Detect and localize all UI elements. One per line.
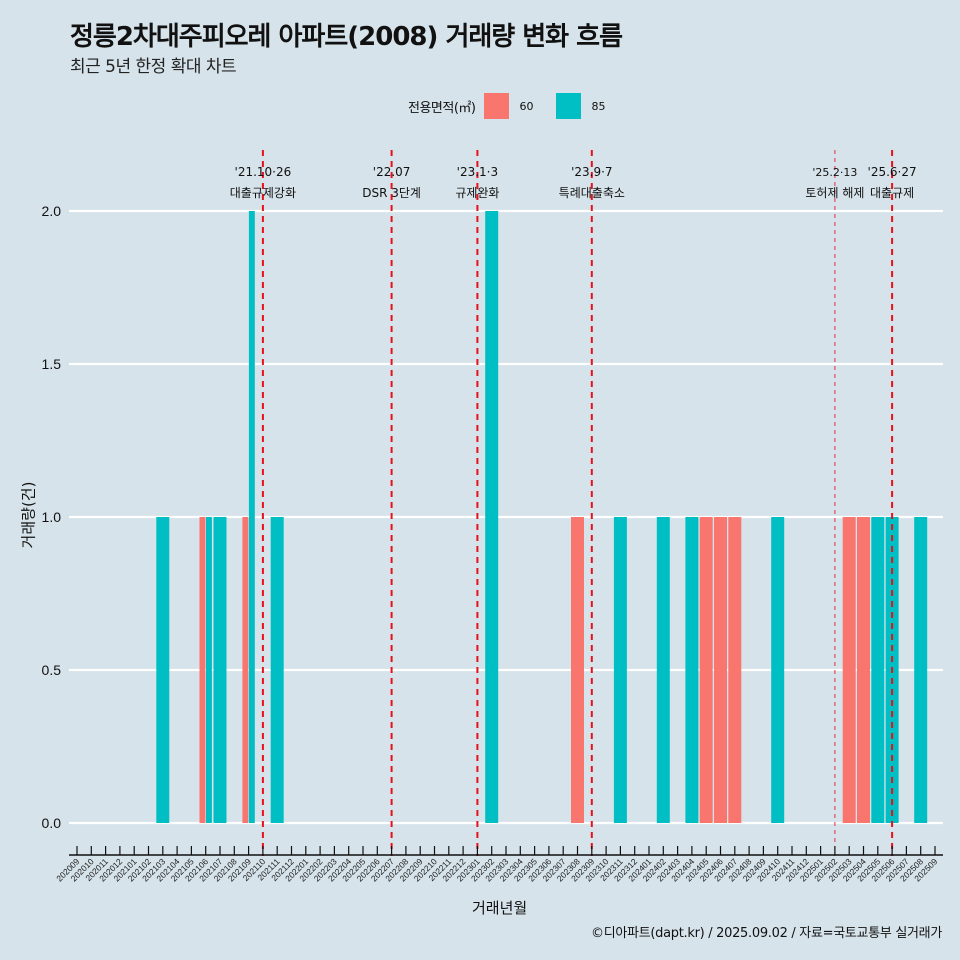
event-date-label: '21.10·26: [235, 165, 292, 179]
y-tick-label: 1.0: [42, 509, 62, 525]
bar-60-202406: [714, 517, 727, 823]
chart-subtitle: 최근 5년 한정 확대 차트: [70, 57, 237, 77]
x-axis-label: 거래년월: [472, 899, 528, 917]
y-tick-label: 0.5: [42, 662, 62, 678]
bar-85-202106: [206, 517, 212, 823]
y-tick-label: 0.0: [42, 815, 62, 831]
bar-60-202106: [199, 517, 206, 823]
bar-85-202107: [213, 517, 227, 823]
y-tick-label: 2.0: [42, 203, 62, 219]
event-name-label: 특례대출축소: [559, 186, 625, 200]
bar-85-202505: [871, 517, 885, 823]
bar-60-202109: [242, 517, 249, 823]
event-date-label: '23.9·7: [571, 165, 612, 179]
event-date-label: '22.07: [373, 165, 411, 179]
event-name-label: 토허제 해제: [805, 186, 864, 200]
legend-title: 전용면적(㎡): [408, 100, 476, 116]
bar-60-202407: [728, 517, 742, 823]
bar-85-202508: [914, 517, 928, 823]
legend: 전용면적(㎡) 60 85: [408, 93, 628, 119]
bar-60-202504: [857, 517, 870, 823]
y-tick-label: 1.5: [42, 356, 62, 372]
chart-title: 정릉2차대주피오레 아파트(2008) 거래량 변화 흐름: [70, 22, 623, 52]
bar-60-202308: [571, 517, 584, 823]
bar-85-202103: [156, 517, 170, 823]
event-date-label: '25.2·13: [812, 166, 857, 179]
y-axis-label: 거래량(건): [19, 481, 38, 549]
bar-85-202404: [685, 517, 699, 823]
bar-85-202410: [771, 517, 785, 823]
legend-key-85: [556, 93, 582, 119]
source-caption: ©디아파트(dapt.kr) / 2025.09.02 / 자료=국토교통부 실…: [591, 926, 942, 941]
event-name-label: DSR 3단계: [362, 186, 421, 200]
event-name-label: 대출규제강화: [230, 186, 296, 200]
bar-85-202302: [485, 211, 499, 823]
legend-label-60: 60: [519, 99, 534, 113]
event-name-label: 규제완화: [455, 186, 499, 200]
event-date-label: '25.6·27: [868, 165, 917, 179]
bar-60-202405: [699, 517, 713, 823]
bar-85-202109: [248, 211, 255, 823]
event-name-label: 대출규제: [870, 186, 914, 200]
bar-85-202402: [656, 517, 670, 823]
event-date-label: '23.1·3: [457, 165, 498, 179]
legend-key-60: [484, 93, 510, 119]
bar-85-202311: [613, 517, 627, 823]
legend-label-85: 85: [591, 99, 606, 113]
bar-85-202111: [270, 517, 284, 823]
bar-60-202503: [842, 517, 856, 823]
